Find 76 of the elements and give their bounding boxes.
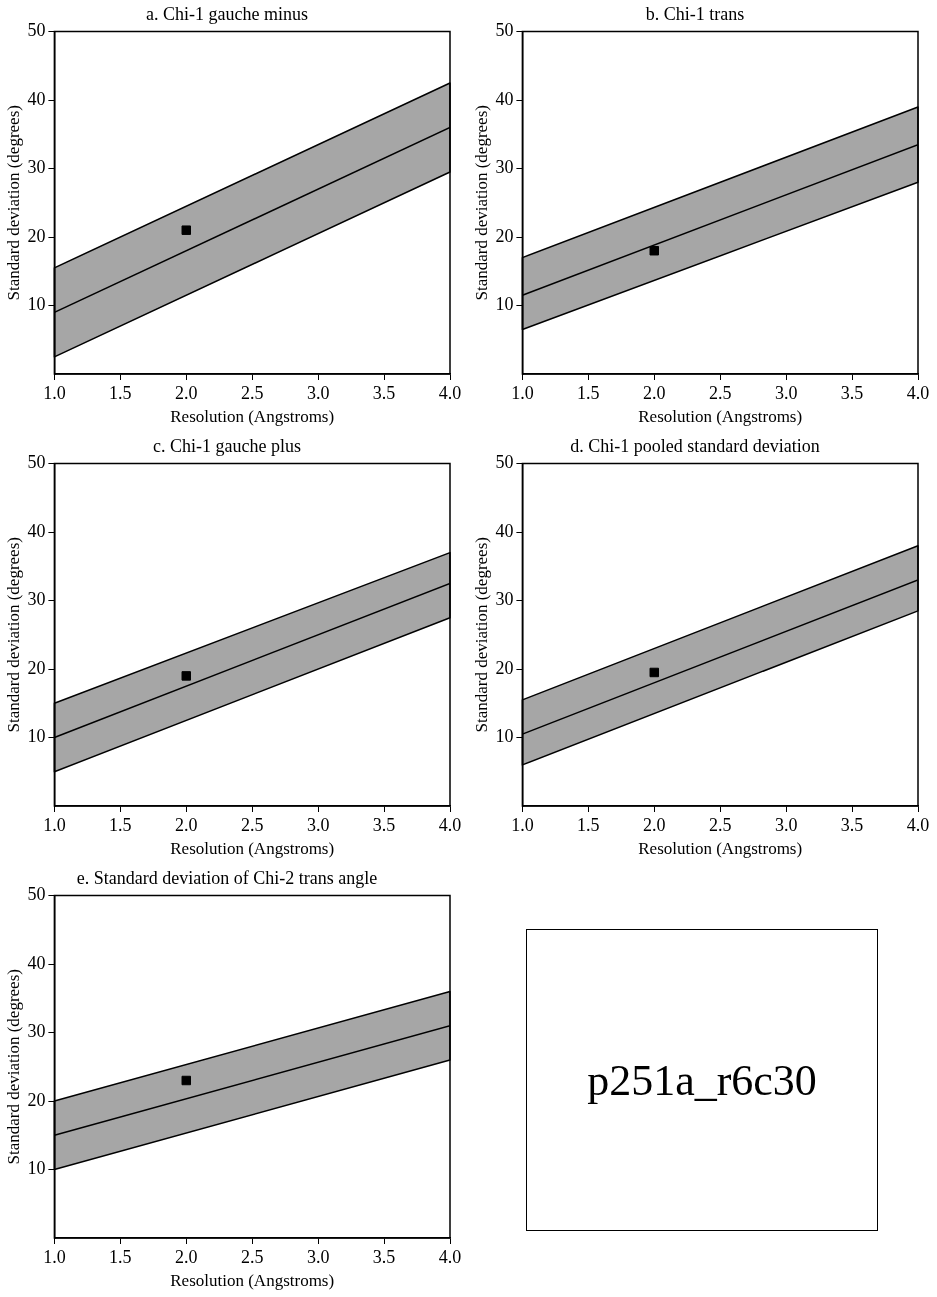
chart-title: a. Chi-1 gauche minus (146, 3, 308, 24)
y-tick-label: 40 (27, 520, 46, 541)
x-tick-label: 3.0 (306, 814, 330, 835)
x-tick-label: 2.5 (240, 1246, 264, 1267)
x-tick-label: 3.5 (372, 1246, 396, 1267)
x-tick-label: 3.5 (372, 382, 396, 403)
y-tick-label: 50 (27, 884, 46, 905)
y-axis-title: Standard deviation (degrees) (3, 969, 23, 1165)
x-tick-label: 1.5 (109, 1246, 132, 1267)
text: p251a_r6c30 (526, 929, 878, 1231)
y-tick-label: 40 (27, 88, 46, 109)
x-tick-label: 3.0 (306, 382, 330, 403)
x-tick-label: 4.0 (438, 382, 462, 403)
x-tick-label: 4.0 (906, 382, 930, 403)
y-tick-label: 30 (495, 589, 514, 610)
x-tick-label: 1.0 (511, 814, 534, 835)
x-tick-label: 2.0 (175, 1246, 198, 1267)
y-tick-label: 50 (27, 20, 46, 41)
x-tick-label: 2.0 (175, 814, 198, 835)
chart-title: d. Chi-1 pooled standard deviation (570, 435, 820, 456)
x-tick-label: 2.5 (240, 814, 264, 835)
y-tick-label: 40 (495, 520, 514, 541)
y-tick-label: 50 (495, 20, 514, 41)
y-tick-label: 50 (27, 452, 46, 473)
y-tick-label: 50 (495, 452, 514, 473)
y-tick-label: 20 (495, 225, 514, 246)
x-tick-label: 2.0 (175, 382, 198, 403)
x-axis-title: Resolution (Angstroms) (638, 407, 803, 427)
x-axis-title: Resolution (Angstroms) (170, 407, 335, 427)
y-tick-label: 40 (495, 88, 514, 109)
y-tick-label: 20 (27, 225, 46, 246)
y-tick-label: 20 (27, 657, 46, 678)
y-tick-label: 30 (495, 157, 514, 178)
x-tick-label: 3.5 (372, 814, 396, 835)
y-tick-label: 20 (495, 657, 514, 678)
x-axis-title: Resolution (Angstroms) (170, 839, 335, 859)
x-tick-label: 2.5 (708, 814, 732, 835)
chart-title: e. Standard deviation of Chi-2 trans angle (76, 867, 378, 888)
y-axis-title: Standard deviation (degrees) (471, 105, 491, 301)
x-tick-label: 2.5 (708, 382, 732, 403)
x-tick-label: 4.0 (438, 814, 462, 835)
y-tick-label: 30 (27, 1021, 46, 1042)
y-axis-title: Standard deviation (degrees) (3, 105, 23, 301)
x-tick-label: 1.0 (43, 814, 66, 835)
x-tick-label: 3.5 (840, 814, 864, 835)
y-tick-label: 10 (27, 294, 46, 315)
x-tick-label: 1.5 (577, 814, 600, 835)
chart-title: c. Chi-1 gauche plus (153, 435, 301, 456)
chart-title: b. Chi-1 trans (645, 3, 745, 24)
x-axis-title: Resolution (Angstroms) (170, 1271, 335, 1291)
x-tick-label: 1.5 (109, 382, 132, 403)
x-tick-label: 4.0 (438, 1246, 462, 1267)
y-tick-label: 30 (27, 157, 46, 178)
x-tick-label: 1.0 (43, 1246, 66, 1267)
x-tick-label: 1.0 (43, 382, 66, 403)
y-tick-label: 20 (27, 1089, 46, 1110)
x-tick-label: 4.0 (906, 814, 930, 835)
y-axis-title: Standard deviation (degrees) (471, 537, 491, 733)
y-tick-label: 10 (27, 1158, 46, 1179)
y-tick-label: 40 (27, 952, 46, 973)
x-tick-label: 3.0 (774, 382, 798, 403)
y-tick-label: 10 (495, 726, 514, 747)
x-tick-label: 1.0 (511, 382, 534, 403)
x-tick-label: 2.5 (240, 382, 264, 403)
y-tick-label: 10 (27, 726, 46, 747)
x-tick-label: 3.0 (774, 814, 798, 835)
y-tick-label: 30 (27, 589, 46, 610)
x-tick-label: 1.5 (577, 382, 600, 403)
y-tick-label: 10 (495, 294, 514, 315)
x-tick-label: 3.5 (840, 382, 864, 403)
x-tick-label: 2.0 (643, 382, 666, 403)
x-tick-label: 2.0 (643, 814, 666, 835)
x-axis-title: Resolution (Angstroms) (638, 839, 803, 859)
x-tick-label: 1.5 (109, 814, 132, 835)
x-tick-label: 3.0 (306, 1246, 330, 1267)
y-axis-title: Standard deviation (degrees) (3, 537, 23, 733)
